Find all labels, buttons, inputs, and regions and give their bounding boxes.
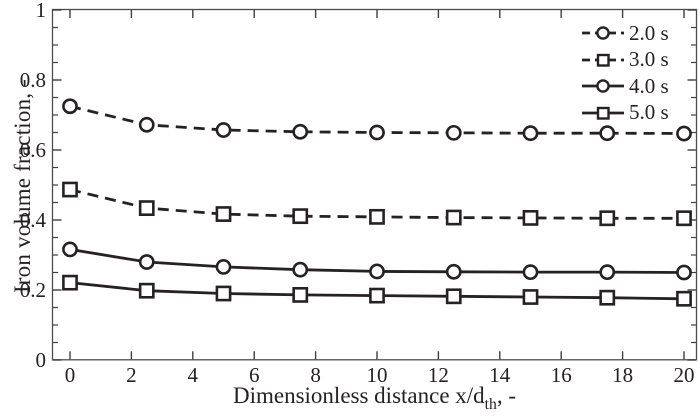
x-tick-label: 8 <box>310 363 321 387</box>
legend-sample-solid-square-icon <box>582 106 624 120</box>
data-point-marker-square <box>215 206 232 222</box>
x-tick-label: 20 <box>674 363 695 387</box>
data-point-marker-square <box>292 286 309 303</box>
data-point-marker-circle <box>445 263 462 280</box>
data-point-marker-square <box>676 210 692 227</box>
legend-item-5-0-s: 5.0 s <box>581 100 669 127</box>
data-point-marker-circle <box>522 125 539 142</box>
data-point-marker-square <box>522 289 539 305</box>
data-point-marker-square <box>292 208 309 225</box>
x-tick-label: 10 <box>367 363 388 387</box>
x-tick-label: 18 <box>612 363 633 387</box>
x-axis-title: Dimensionless distance x/dth, - <box>52 383 697 414</box>
data-point-marker-square <box>522 210 539 226</box>
legend-sample-dashed-circle-icon <box>582 26 624 41</box>
data-point-marker-square <box>62 181 78 198</box>
y-tick-label: 0.2 <box>20 278 46 302</box>
legend-sample-shape <box>596 106 610 120</box>
data-point-marker-circle <box>292 123 309 140</box>
x-tick-label: 0 <box>65 363 76 387</box>
data-point-marker-square <box>369 208 385 225</box>
plot-frame <box>51 8 698 361</box>
data-point-marker-square <box>599 289 616 306</box>
legend-item-4-0-s: 4.0 s <box>581 73 669 100</box>
x-axis-title-tail: , - <box>496 383 516 408</box>
data-point-marker-square <box>62 274 78 291</box>
data-point-marker-circle <box>369 263 385 280</box>
x-tick-label: 4 <box>188 363 199 387</box>
legend: 2.0 s 3.0 s 4.0 s 5.0 s <box>581 20 669 126</box>
legend-label: 2.0 s <box>629 20 669 45</box>
data-point-marker-square <box>599 210 616 227</box>
legend-item-2-0-s: 2.0 s <box>581 20 669 47</box>
y-tick-label: 0 <box>36 348 47 372</box>
data-point-marker-circle <box>215 122 232 138</box>
legend-label: 4.0 s <box>629 73 669 98</box>
x-tick-label: 16 <box>551 363 572 387</box>
data-point-marker-circle <box>676 125 692 142</box>
data-point-marker-circle <box>138 254 155 270</box>
data-point-marker-square <box>369 287 385 304</box>
data-point-marker-circle <box>369 124 385 141</box>
legend-sample-shape <box>596 79 610 94</box>
y-tick-label: 0.8 <box>20 68 46 92</box>
data-point-marker-circle <box>599 264 616 281</box>
y-tick-label: 0.4 <box>20 208 47 232</box>
x-tick-label: 14 <box>489 363 511 387</box>
legend-label: 3.0 s <box>629 47 669 72</box>
legend-label: 5.0 s <box>629 100 669 125</box>
data-point-marker-circle <box>522 264 539 281</box>
legend-item-3-0-s: 3.0 s <box>581 47 669 74</box>
legend-sample-dashed-square-icon <box>582 53 624 67</box>
y-tick-label: 1 <box>36 0 47 22</box>
x-axis-title-main: Dimensionless distance x/d <box>232 383 485 408</box>
data-point-marker-square <box>215 285 232 302</box>
data-point-marker-square <box>445 288 462 305</box>
data-point-marker-circle <box>62 241 78 258</box>
data-point-marker-square <box>138 282 155 299</box>
data-point-marker-circle <box>445 124 462 141</box>
y-tick-label: 0.6 <box>20 138 46 162</box>
data-point-marker-circle <box>292 261 309 278</box>
y-axis-title: Iron volume fraction, - <box>10 78 35 294</box>
data-point-marker-square <box>445 209 462 226</box>
data-point-marker-circle <box>676 264 692 281</box>
legend-sample-solid-circle-icon <box>582 79 624 94</box>
data-point-marker-circle <box>138 116 155 133</box>
data-point-marker-circle <box>215 258 232 275</box>
data-point-marker-circle <box>599 125 616 142</box>
x-tick-label: 12 <box>428 363 449 387</box>
x-tick-label: 6 <box>249 363 260 387</box>
legend-sample-shape <box>596 53 610 67</box>
x-tick-label: 2 <box>126 363 137 387</box>
legend-sample-shape <box>596 26 610 41</box>
data-point-marker-square <box>676 290 692 307</box>
data-point-marker-square <box>138 200 155 216</box>
data-point-marker-circle <box>62 98 78 115</box>
x-axis-title-subscript: th <box>484 395 497 413</box>
